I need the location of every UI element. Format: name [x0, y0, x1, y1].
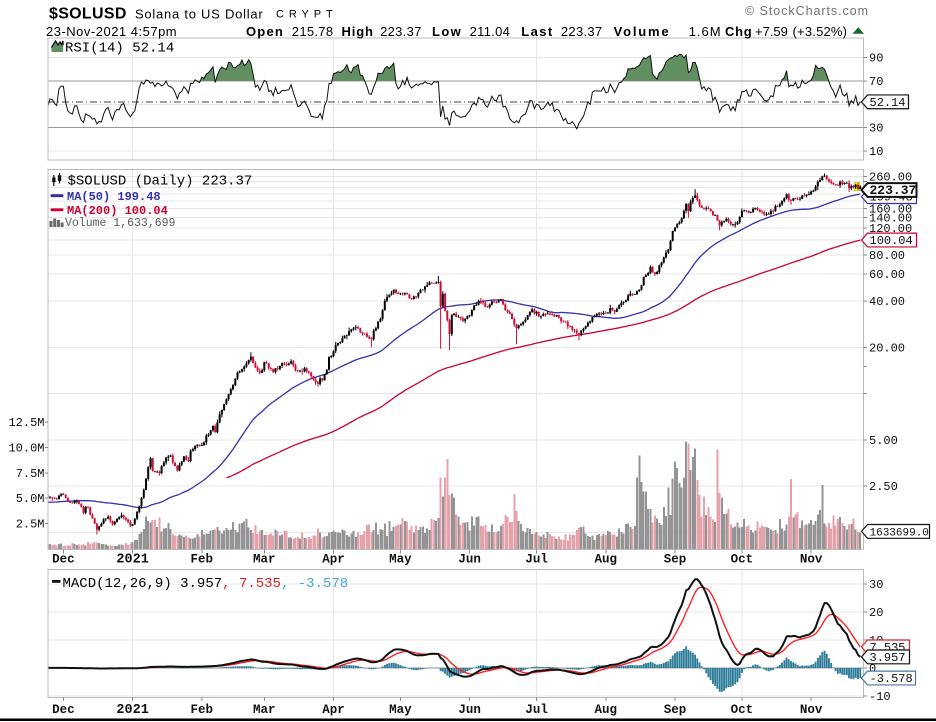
svg-text:MACD(12,26,9) 3.957, 7.535, -3: MACD(12,26,9) 3.957, 7.535, -3.578 [63, 576, 349, 592]
svg-text:70: 70 [869, 75, 883, 89]
svg-text:Oct: Oct [731, 553, 754, 567]
svg-text:Jul: Jul [525, 703, 548, 717]
svg-text:Mar: Mar [253, 703, 276, 717]
svg-text:Chg: Chg [725, 24, 752, 39]
svg-text:CRYPT: CRYPT [276, 9, 338, 21]
svg-text:Last: Last [521, 24, 553, 39]
svg-text:20: 20 [869, 606, 883, 620]
svg-text:-10: -10 [869, 690, 891, 704]
svg-text:Jun: Jun [458, 703, 481, 717]
svg-text:Dec: Dec [52, 553, 75, 567]
svg-text:Jun: Jun [458, 553, 481, 567]
svg-text:Aug: Aug [595, 553, 618, 567]
svg-text:5.00: 5.00 [869, 434, 898, 448]
svg-text:140.00: 140.00 [869, 212, 912, 226]
svg-text:Sep: Sep [664, 553, 687, 567]
svg-text:High: High [342, 24, 374, 39]
svg-text:0: 0 [869, 662, 876, 676]
svg-text:Apr: Apr [322, 553, 345, 567]
svg-text:7.5M: 7.5M [16, 467, 45, 481]
svg-text:RSI(14) 52.14: RSI(14) 52.14 [65, 41, 174, 57]
svg-text:160.00: 160.00 [869, 203, 912, 217]
svg-text:Aug: Aug [595, 703, 618, 717]
svg-text:Feb: Feb [191, 553, 214, 567]
svg-text:80.00: 80.00 [869, 249, 905, 263]
svg-text:$SOLUSD: $SOLUSD [49, 6, 127, 23]
svg-text:223.37: 223.37 [380, 24, 422, 39]
svg-text:3.957: 3.957 [870, 651, 906, 665]
svg-text:2021: 2021 [116, 553, 148, 568]
svg-text:$SOLUSD (Daily) 223.37: $SOLUSD (Daily) 223.37 [68, 174, 253, 190]
svg-text:Sep: Sep [664, 703, 687, 717]
svg-text:Solana to US Dollar: Solana to US Dollar [135, 7, 263, 22]
svg-text:+7.59: +7.59 [755, 24, 788, 39]
svg-text:223.37: 223.37 [870, 183, 917, 198]
svg-text:Low: Low [432, 24, 462, 39]
svg-text:Volume 1,633,699: Volume 1,633,699 [65, 217, 176, 230]
svg-text:May: May [389, 703, 412, 717]
svg-text:30: 30 [869, 122, 883, 136]
svg-text:Open: Open [246, 24, 284, 39]
svg-text:© StockCharts.com: © StockCharts.com [745, 4, 869, 18]
svg-text:12.5M: 12.5M [8, 416, 44, 430]
svg-text:52.14: 52.14 [870, 96, 906, 110]
svg-text:MA(200) 100.04: MA(200) 100.04 [67, 204, 168, 218]
svg-text:Nov: Nov [800, 703, 823, 717]
svg-text:260.00: 260.00 [869, 170, 912, 184]
svg-text:120.00: 120.00 [869, 222, 912, 236]
svg-text:Mar: Mar [253, 553, 276, 567]
svg-text:30: 30 [869, 578, 883, 592]
svg-text:2.50: 2.50 [869, 480, 898, 494]
svg-text:MA(50) 199.48: MA(50) 199.48 [67, 190, 161, 204]
svg-text:Jul: Jul [525, 553, 548, 567]
svg-text:23-Nov-2021 4:57pm: 23-Nov-2021 4:57pm [46, 24, 177, 39]
svg-text:90: 90 [869, 52, 883, 66]
svg-text:5.0M: 5.0M [16, 492, 45, 506]
svg-text:1633699.0: 1633699.0 [870, 527, 929, 539]
svg-text:211.04: 211.04 [470, 24, 511, 39]
svg-text:100.04: 100.04 [870, 234, 913, 248]
svg-text:2021: 2021 [116, 703, 148, 718]
svg-text:20.00: 20.00 [869, 341, 905, 355]
svg-text:Apr: Apr [322, 703, 345, 717]
svg-text:1.6M: 1.6M [689, 24, 722, 39]
svg-text:10.0M: 10.0M [8, 441, 44, 455]
svg-text:223.37: 223.37 [561, 24, 603, 39]
svg-text:Feb: Feb [191, 703, 214, 717]
svg-text:60.00: 60.00 [869, 268, 905, 282]
svg-text:Oct: Oct [731, 703, 754, 717]
svg-text:May: May [389, 553, 412, 567]
svg-text:Volume: Volume [614, 24, 671, 39]
svg-text:10: 10 [869, 145, 883, 159]
svg-text:Nov: Nov [800, 553, 823, 567]
svg-text:215.78: 215.78 [292, 24, 334, 39]
svg-text:40.00: 40.00 [869, 295, 905, 309]
svg-text:-3.578: -3.578 [870, 672, 913, 686]
svg-text:(+3.52%): (+3.52%) [793, 24, 848, 39]
svg-text:Dec: Dec [52, 703, 75, 717]
svg-text:2.5M: 2.5M [16, 518, 45, 532]
